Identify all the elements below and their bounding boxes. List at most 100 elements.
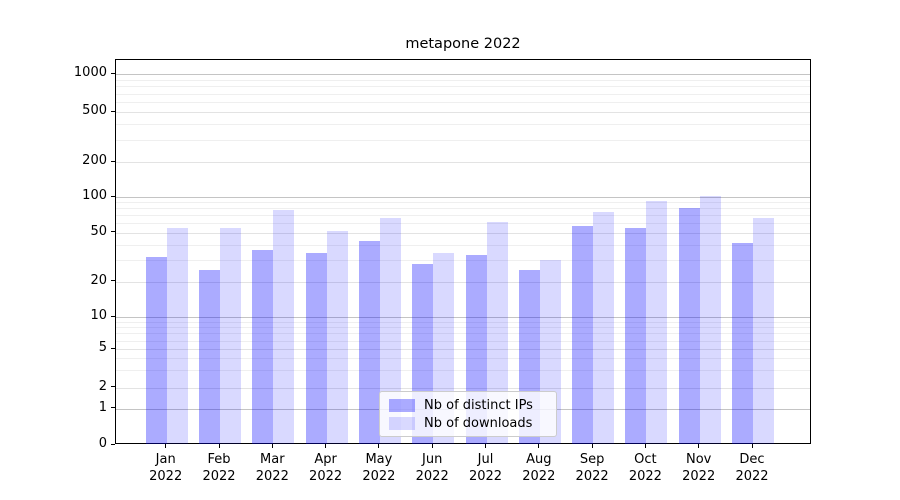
minor-gridline [116, 340, 810, 342]
x-tick-label: Nov 2022 [682, 452, 716, 484]
y-tick-label: 200 [82, 153, 107, 168]
bar-distinct-ips-feb [199, 269, 220, 444]
y-tick-mark [111, 347, 115, 349]
bar-downloads-jul [486, 222, 508, 444]
bar-distinct-ips-mar [252, 250, 274, 444]
minor-gridline [116, 260, 810, 262]
x-tick-label: Aug 2022 [522, 452, 556, 484]
y-tick-mark [111, 443, 115, 445]
bar-distinct-ips-jan [145, 256, 167, 444]
y-tick-mark [111, 160, 115, 162]
legend-swatch-distinct-ips [389, 399, 415, 412]
x-tick-label: Dec 2022 [735, 452, 769, 484]
y-tick-mark [111, 231, 115, 233]
x-tick-label: Jun 2022 [415, 452, 449, 484]
major-gridline [116, 197, 810, 198]
bar-downloads-sep [593, 211, 615, 444]
x-tick-mark [378, 444, 380, 448]
minor-gridline [116, 327, 810, 329]
y-tick-label: 1 [98, 399, 107, 415]
y-tick-mark [111, 386, 115, 387]
minor-gridline [116, 139, 810, 141]
minor-gridline [116, 244, 810, 246]
x-tick-label: Mar 2022 [255, 452, 289, 484]
x-tick-mark [644, 444, 646, 448]
y-tick-label: 5 [98, 340, 107, 355]
y-tick-mark [111, 195, 115, 197]
bar-distinct-ips-dec [732, 243, 753, 444]
y-tick-label: 2 [98, 378, 107, 394]
y-tick-label: 100 [82, 188, 107, 203]
x-tick-mark [698, 444, 700, 448]
y-tick-label: 0 [98, 436, 107, 451]
minor-gridline [116, 93, 810, 95]
legend-swatch-downloads [389, 417, 415, 430]
y-tick-label: 1000 [73, 65, 107, 80]
plot-area [115, 59, 811, 444]
chart-title: metapone 2022 [405, 36, 521, 52]
x-tick-mark [591, 444, 593, 448]
y-tick-mark [111, 110, 115, 112]
minor-gridline [116, 86, 810, 88]
major-gridline [116, 74, 810, 75]
y-tick-label: 10 [90, 308, 107, 323]
minor-gridline [116, 215, 810, 217]
minor-gridline [116, 333, 810, 335]
x-tick-mark [538, 444, 540, 448]
legend: Nb of distinct IPs Nb of downloads [379, 391, 557, 437]
bar-downloads-dec [753, 218, 774, 444]
minor-gridline [116, 358, 810, 360]
major-gridline [116, 112, 810, 113]
bar-distinct-ips-apr [305, 253, 327, 444]
x-tick-label: Apr 2022 [309, 452, 343, 484]
bar-downloads-jan [166, 227, 188, 444]
bar-downloads-mar [273, 210, 295, 444]
bar-downloads-nov [699, 196, 721, 444]
x-tick-mark [271, 444, 273, 448]
minor-gridline [116, 124, 810, 126]
y-tick-mark [111, 280, 115, 282]
x-tick-label: Jul 2022 [468, 452, 503, 484]
minor-gridline [116, 102, 810, 103]
y-tick-mark [111, 72, 115, 74]
y-tick-mark [111, 315, 115, 317]
minor-gridline [116, 370, 810, 372]
minor-gridline [116, 321, 810, 323]
minor-gridline [116, 208, 810, 210]
y-tick-label: 50 [90, 223, 107, 239]
bar-downloads-apr [326, 230, 348, 444]
major-gridline [116, 387, 810, 389]
x-tick-label: May 2022 [362, 452, 396, 484]
y-tick-label: 500 [82, 103, 107, 118]
bar-downloads-oct [646, 200, 668, 444]
x-tick-mark [751, 444, 753, 448]
x-tick-label: Feb 2022 [202, 452, 236, 484]
legend-label: Nb of downloads [424, 416, 533, 431]
x-tick-label: Sep 2022 [575, 452, 609, 484]
legend-entry-distinct-ips: Nb of distinct IPs [389, 397, 548, 414]
major-gridline [116, 232, 810, 234]
x-tick-label: Jan 2022 [149, 452, 183, 484]
major-gridline [116, 349, 810, 350]
x-tick-mark [431, 444, 433, 448]
bar-distinct-ips-may [358, 240, 380, 444]
bar-downloads-may [379, 218, 401, 444]
x-tick-mark [218, 444, 220, 448]
x-tick-label: Oct 2022 [628, 452, 662, 484]
y-tick-mark [111, 407, 115, 408]
bar-downloads-feb [220, 227, 241, 444]
legend-label: Nb of distinct IPs [424, 398, 533, 413]
major-gridline [116, 281, 810, 283]
bar-distinct-ips-nov [678, 208, 700, 444]
minor-gridline [116, 223, 810, 225]
x-tick-mark [325, 444, 327, 448]
major-gridline [116, 162, 810, 163]
legend-entry-downloads: Nb of downloads [389, 415, 548, 432]
x-tick-mark [165, 444, 167, 448]
minor-gridline [116, 79, 810, 81]
bar-distinct-ips-oct [625, 227, 647, 444]
y-tick-label: 20 [90, 272, 107, 288]
minor-gridline [116, 202, 810, 204]
bar-distinct-ips-sep [572, 225, 594, 444]
